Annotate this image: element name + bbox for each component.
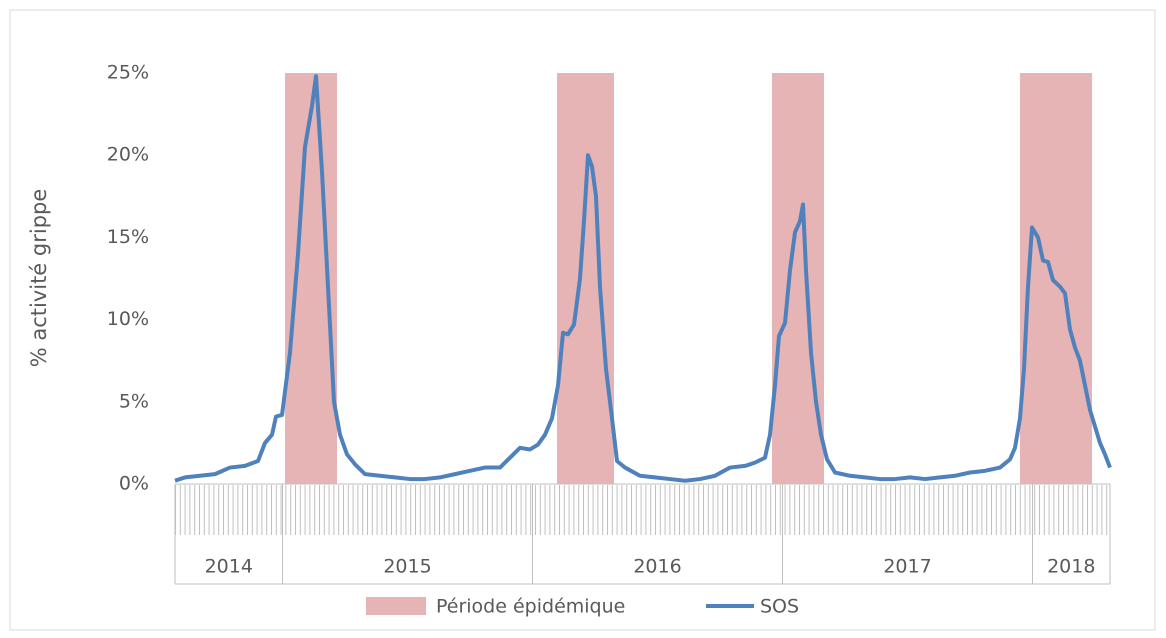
- epidemic-period: [772, 73, 824, 484]
- y-tick-label: 0%: [119, 473, 149, 495]
- minor-ticks: [175, 485, 1110, 535]
- x-tick-label: 2018: [1047, 556, 1095, 578]
- legend-swatch: [366, 597, 426, 615]
- x-tick-label: 2017: [883, 556, 931, 578]
- x-tick-label: 2014: [205, 556, 253, 578]
- y-tick-label: 20%: [107, 144, 149, 166]
- y-tick-label: 5%: [119, 390, 149, 412]
- epidemic-period: [557, 73, 614, 484]
- y-tick-label: 15%: [107, 226, 149, 248]
- epidemic-period: [1020, 73, 1092, 484]
- x-tick-label: 2015: [383, 556, 431, 578]
- legend-label: Période épidémique: [436, 596, 625, 618]
- y-tick-label: 25%: [107, 62, 149, 84]
- y-axis-label: % activité grippe: [27, 189, 51, 368]
- x-tick-label: 2016: [633, 556, 681, 578]
- chart-border: [9, 9, 1156, 631]
- series-line: [174, 74, 1112, 483]
- legend-label: SOS: [760, 596, 799, 618]
- y-tick-label: 10%: [107, 308, 149, 330]
